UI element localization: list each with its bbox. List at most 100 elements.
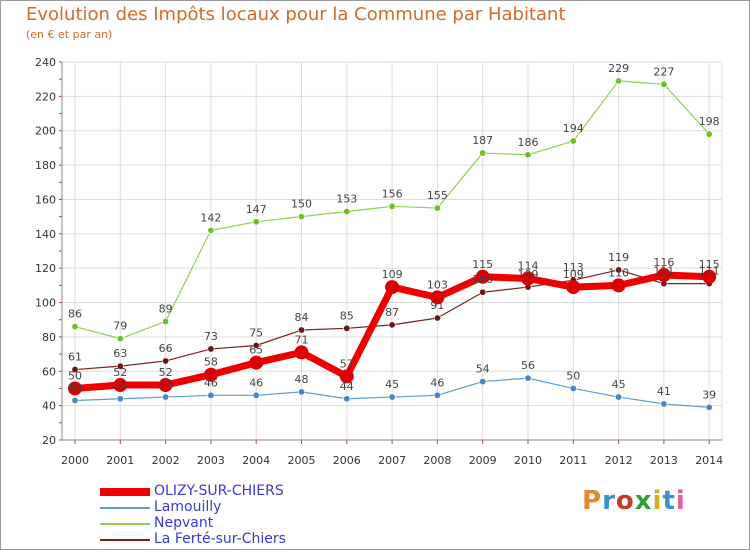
series-point: [71, 323, 79, 331]
series-point: [343, 324, 351, 332]
data-label: 84: [295, 311, 309, 324]
legend-item: Lamouilly: [100, 499, 360, 516]
data-label: 187: [472, 134, 493, 147]
x-tick-label: 2005: [288, 454, 316, 467]
x-tick-label: 2014: [695, 454, 723, 467]
x-tick-label: 2010: [514, 454, 542, 467]
data-label: 87: [385, 306, 399, 319]
series-point: [705, 130, 713, 138]
series-point: [343, 207, 351, 215]
series-point: [475, 269, 490, 284]
data-label: 156: [382, 187, 403, 200]
series-point: [524, 151, 532, 159]
data-label: 45: [385, 378, 399, 391]
series-point: [479, 149, 487, 157]
y-tick-label: 20: [42, 434, 56, 447]
data-label: 109: [382, 268, 403, 281]
series-point: [297, 388, 305, 396]
y-tick-label: 180: [35, 159, 56, 172]
data-label: 58: [204, 356, 218, 369]
series-point: [297, 213, 305, 221]
series-point: [158, 378, 173, 393]
series-point: [566, 280, 581, 295]
logo-letter: o: [615, 486, 635, 516]
data-label: 89: [159, 302, 173, 315]
series-point: [297, 326, 305, 334]
legend-swatch: [100, 539, 150, 541]
logo-letter: t: [662, 486, 676, 516]
data-label: 150: [291, 198, 312, 211]
data-label: 114: [518, 259, 539, 272]
data-label: 52: [113, 366, 127, 379]
data-label: 61: [68, 351, 82, 364]
data-label: 63: [113, 347, 127, 360]
x-tick-label: 2000: [61, 454, 89, 467]
series-point: [388, 202, 396, 210]
series-point: [479, 378, 487, 386]
series-point: [162, 393, 170, 401]
series-point: [611, 278, 626, 293]
y-tick-label: 120: [35, 262, 56, 275]
chart-subtitle: (en € et par an): [26, 28, 113, 41]
data-label: 229: [608, 62, 629, 75]
series-point: [705, 403, 713, 411]
logo-letter: P: [582, 486, 603, 516]
x-tick-label: 2012: [605, 454, 633, 467]
data-label: 113: [563, 261, 584, 274]
y-tick-label: 240: [35, 56, 56, 69]
data-label: 116: [653, 256, 674, 269]
data-label: 91: [430, 299, 444, 312]
proxiti-logo: Proxiti: [582, 486, 686, 516]
legend-swatch: [100, 488, 150, 496]
series-point: [207, 391, 215, 399]
legend-item: La Ferté-sur-Chiers: [100, 531, 360, 548]
data-label: 65: [249, 344, 263, 357]
x-tick-label: 2001: [106, 454, 134, 467]
y-tick-label: 220: [35, 90, 56, 103]
data-label: 43: [68, 381, 82, 394]
series-point: [433, 391, 441, 399]
data-label: 41: [657, 385, 671, 398]
legend-label: Lamouilly: [154, 499, 222, 515]
series-point: [569, 384, 577, 392]
x-tick-label: 2009: [469, 454, 497, 467]
x-tick-label: 2007: [378, 454, 406, 467]
data-label: 106: [472, 273, 493, 286]
y-tick-label: 40: [42, 400, 56, 413]
data-label: 45: [159, 378, 173, 391]
y-tick-label: 60: [42, 365, 56, 378]
x-tick-label: 2013: [650, 454, 678, 467]
data-label: 45: [612, 378, 626, 391]
x-tick-label: 2006: [333, 454, 361, 467]
series-point: [116, 362, 124, 370]
data-label: 194: [563, 122, 584, 135]
series-point: [113, 378, 128, 393]
logo-letter: r: [602, 486, 616, 516]
y-tick-label: 100: [35, 297, 56, 310]
legend-item: OLIZY-SUR-CHIERS: [100, 483, 360, 500]
data-label: 86: [68, 308, 82, 321]
series-point: [252, 218, 260, 226]
series-point: [702, 269, 717, 284]
data-label: 50: [566, 369, 580, 382]
data-label: 44: [113, 380, 127, 393]
series-point: [569, 137, 577, 145]
data-label: 52: [159, 366, 173, 379]
legend-label: OLIZY-SUR-CHIERS: [154, 483, 284, 499]
legend-swatch: [100, 507, 150, 509]
series-point: [252, 391, 260, 399]
legend-label: La Ferté-sur-Chiers: [154, 531, 286, 547]
x-tick-label: 2002: [152, 454, 180, 467]
data-label: 44: [340, 380, 354, 393]
logo-letter: x: [634, 486, 653, 516]
series-point: [294, 345, 309, 360]
data-label: 85: [340, 309, 354, 322]
series-point: [660, 400, 668, 408]
series-point: [249, 355, 264, 370]
logo-letter: i: [675, 486, 686, 516]
data-label: 110: [608, 266, 629, 279]
data-label: 142: [200, 211, 221, 224]
logo-letter: i: [652, 486, 663, 516]
x-tick-label: 2003: [197, 454, 225, 467]
